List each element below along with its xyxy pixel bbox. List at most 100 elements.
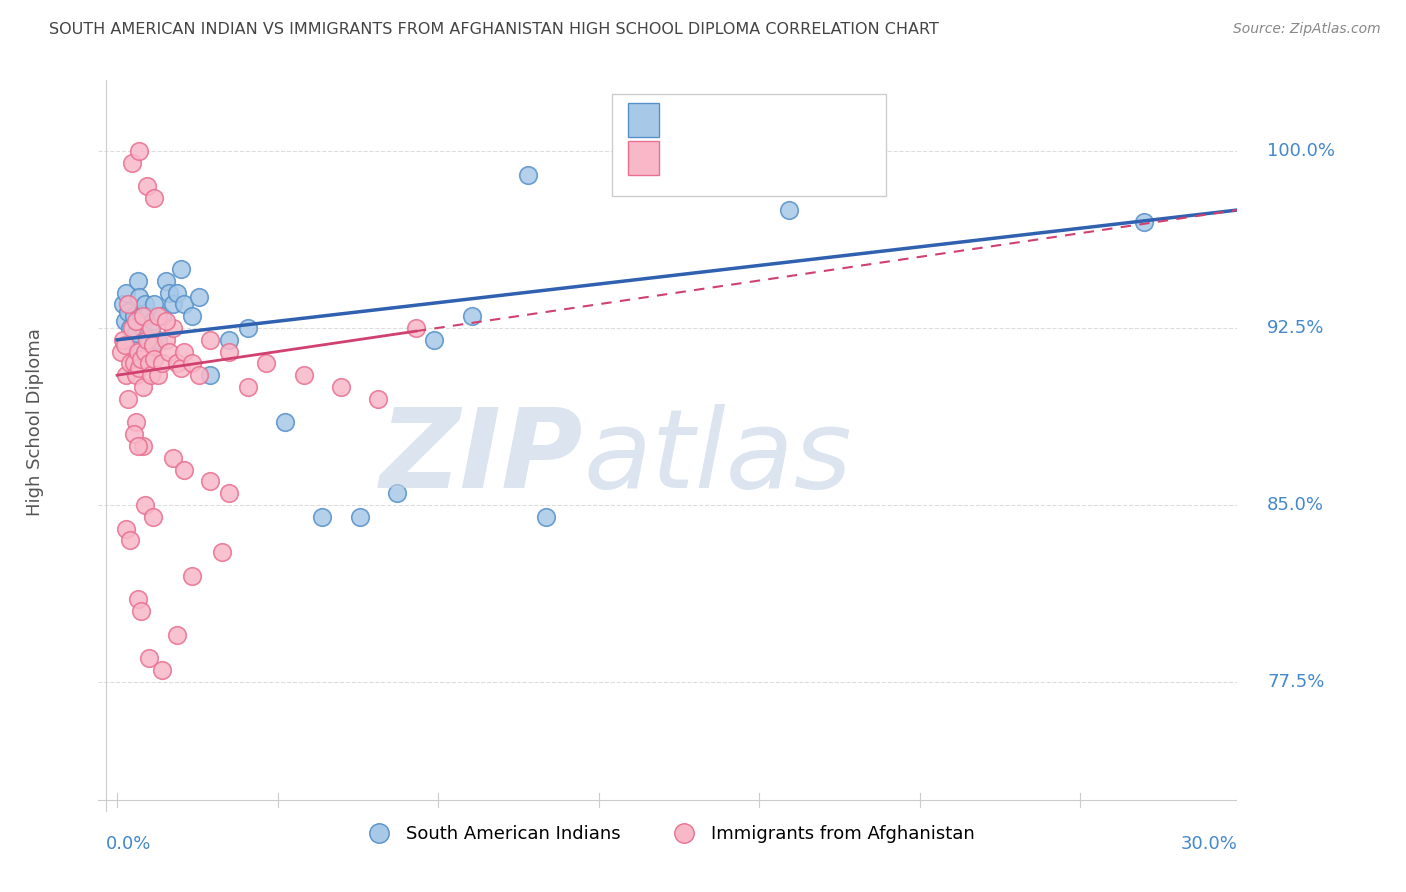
Point [200,368,222,383]
Point [180,310,202,324]
Point [132,439,155,453]
Point [127,344,149,359]
Point [162,297,184,311]
Text: 0.0%: 0.0% [105,835,152,854]
Text: 85.0%: 85.0% [1267,496,1324,514]
Point [117,297,139,311]
Point [200,333,222,347]
Point [180,568,202,582]
Point [536,509,558,524]
Point [211,545,233,559]
Point [169,361,191,376]
Text: 30.0%: 30.0% [1181,835,1237,854]
Point [311,509,333,524]
Point [628,179,651,194]
Point [778,202,800,217]
Point [274,416,297,430]
Text: 92.5%: 92.5% [1267,319,1324,337]
Point [173,297,195,311]
Point [349,509,371,524]
Point [115,368,138,383]
Point [139,368,162,383]
Point [292,368,315,383]
Point [150,356,173,370]
Text: 77.5%: 77.5% [1267,673,1324,691]
Point [115,522,138,536]
Point [138,356,160,370]
Point [132,310,155,324]
Point [117,392,139,406]
Point [146,333,169,347]
Text: R = 0.216: R = 0.216 [673,111,772,130]
Point [120,533,142,548]
Point [142,509,165,524]
Text: N = 67: N = 67 [775,148,848,168]
Point [155,333,177,347]
Point [136,310,159,324]
Point [423,333,446,347]
Point [236,321,259,335]
Point [132,380,155,394]
Point [162,321,184,335]
Point [157,344,180,359]
Point [155,274,177,288]
Point [146,310,169,324]
Point [157,285,180,300]
Point [122,427,145,442]
Point [173,344,195,359]
Point [218,344,240,359]
Point [218,486,240,500]
Point [125,326,148,340]
Point [138,333,160,347]
Point [131,310,153,324]
Point [256,356,278,370]
Point [180,356,202,370]
Point [139,321,162,335]
Text: SOUTH AMERICAN INDIAN VS IMMIGRANTS FROM AFGHANISTAN HIGH SCHOOL DIPLOMA CORRELA: SOUTH AMERICAN INDIAN VS IMMIGRANTS FROM… [49,22,939,37]
Point [155,314,177,328]
Point [142,314,165,328]
Point [117,304,139,318]
Point [1133,215,1156,229]
Point [121,337,143,351]
Point [114,337,136,351]
Point [125,368,148,383]
Point [127,439,149,453]
Point [132,321,155,335]
Point [516,168,538,182]
Text: ZIP: ZIP [381,404,583,511]
Text: High School Diploma: High School Diploma [25,328,44,516]
Point [125,314,148,328]
Point [143,351,166,366]
Point [142,337,165,351]
Text: N = 42: N = 42 [775,111,848,130]
Legend: South American Indians, Immigrants from Afghanistan: South American Indians, Immigrants from … [354,818,981,850]
Point [218,333,240,347]
Point [136,179,159,194]
Point [127,592,149,607]
Point [122,310,145,324]
Point [367,392,389,406]
Point [136,333,159,347]
Point [150,310,173,324]
Point [128,290,150,304]
Point [461,310,484,324]
Point [120,356,142,370]
Text: atlas: atlas [583,404,852,511]
Text: 100.0%: 100.0% [1267,142,1336,160]
Point [139,344,162,359]
Point [111,333,134,347]
Point [134,344,156,359]
Point [131,351,153,366]
Point [121,156,143,170]
Point [138,651,160,665]
Point [330,380,353,394]
Point [120,321,142,335]
Point [115,285,138,300]
Point [166,285,188,300]
Point [128,361,150,376]
Point [188,290,211,304]
Point [162,450,184,465]
Point [134,498,156,512]
Point [166,628,188,642]
